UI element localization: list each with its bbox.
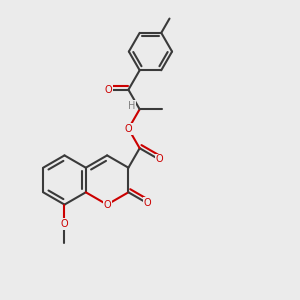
Text: O: O <box>155 154 163 164</box>
Text: O: O <box>103 200 111 210</box>
Text: O: O <box>61 219 68 229</box>
Text: O: O <box>104 85 112 95</box>
Text: H: H <box>128 100 136 111</box>
Text: O: O <box>143 198 151 208</box>
Text: O: O <box>124 124 132 134</box>
